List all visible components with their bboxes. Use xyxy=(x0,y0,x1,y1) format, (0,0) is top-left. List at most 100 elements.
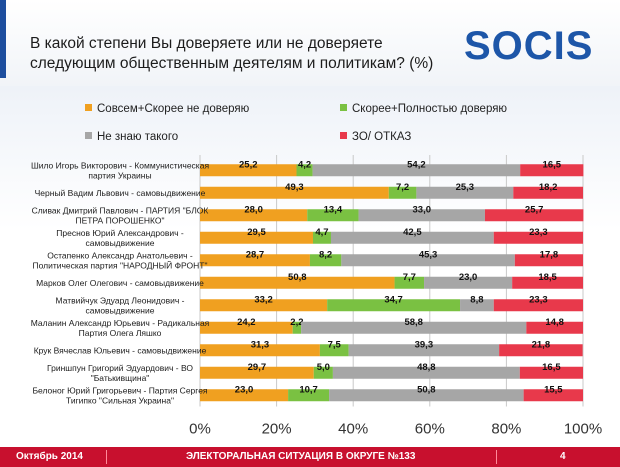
data-label: 48,8 xyxy=(417,362,436,373)
bar-segment xyxy=(319,344,349,357)
data-label: 8,2 xyxy=(319,249,332,260)
bar-segment xyxy=(358,209,485,222)
socis-logo: SOCIS xyxy=(464,22,614,70)
chart-x-ticks: 0% 20% 40% 60% 80% 100% xyxy=(189,421,602,438)
category-label: Матвийчук Эдуард Леонидович - xyxy=(56,295,185,305)
footer-date: Октябрь 2014 xyxy=(16,451,83,462)
bar-segment xyxy=(200,231,313,244)
data-label: 5,0 xyxy=(317,362,330,373)
bar-segment xyxy=(200,276,395,289)
legend-swatch-1 xyxy=(85,104,92,111)
category-label: Остапенко Александр Анатольевич - xyxy=(47,250,193,260)
data-label: 49,3 xyxy=(285,182,304,193)
category-label: Политическая партия "НАРОДНЫЙ ФРОНТ" xyxy=(32,259,207,270)
bar-segment xyxy=(200,164,297,177)
data-label: 16,5 xyxy=(542,362,561,373)
legend-swatch-2 xyxy=(340,104,347,111)
data-label: 29,7 xyxy=(248,362,267,373)
data-label: 4,7 xyxy=(315,227,328,238)
data-label: 42,5 xyxy=(403,227,422,238)
bar-segment xyxy=(341,254,515,267)
bar-segment xyxy=(460,299,494,312)
bar-segment xyxy=(484,209,584,222)
bar-segment xyxy=(307,209,359,222)
data-label: 17,8 xyxy=(540,249,559,260)
chart-legend: Совсем+Скорее не доверяю Скорее+Полностью… xyxy=(85,103,507,143)
data-label: 28,0 xyxy=(244,204,263,215)
bar-segment xyxy=(312,164,521,177)
bar-segment xyxy=(493,299,583,312)
legend-label-4: ЗО/ ОТКАЗ xyxy=(352,131,411,143)
data-label: 54,2 xyxy=(407,159,426,170)
legend-label-2: Скорее+Полностью доверяю xyxy=(352,103,507,115)
header-bar: В какой степени Вы доверяете или не дове… xyxy=(0,0,620,86)
bar-segment xyxy=(526,321,583,334)
data-label: 31,3 xyxy=(251,339,270,350)
data-label: 24,2 xyxy=(237,317,256,328)
bar-segment xyxy=(312,231,331,244)
bar-segment xyxy=(288,389,330,402)
bar-segment xyxy=(394,276,425,289)
bar-segment xyxy=(329,389,524,402)
bar-segment xyxy=(519,366,583,379)
category-label: Черный Вадим Львович - самовыдвижение xyxy=(35,188,206,198)
category-label: Белоног Юрий Григорьевич - Партия Сергея xyxy=(32,385,207,395)
x-tick-label: 60% xyxy=(415,421,445,438)
data-label: 7,7 xyxy=(403,272,416,283)
bar-segment xyxy=(292,321,302,334)
data-label: 39,3 xyxy=(415,339,434,350)
footer-title: ЭЛЕКТОРАЛЬНАЯ СИТУАЦИЯ В ОКРУГЕ №133 xyxy=(186,451,416,462)
logo-text: SOCIS xyxy=(464,24,594,68)
data-label: 28,7 xyxy=(246,249,265,260)
data-label: 14,8 xyxy=(545,317,564,328)
legend-swatch-4 xyxy=(340,132,347,139)
category-label: Гриншпун Григорий Эдуардович - ВО xyxy=(47,363,193,373)
bar-segment xyxy=(499,344,583,357)
legend-swatch-3 xyxy=(85,132,92,139)
category-label: Марков Олег Олегович - самовыдвижение xyxy=(36,278,204,288)
data-label: 34,7 xyxy=(384,294,403,305)
bar-segment xyxy=(416,186,514,199)
page-number: 4 xyxy=(560,451,566,462)
data-label: 2,2 xyxy=(290,317,303,328)
data-label: 25,2 xyxy=(239,159,258,170)
bar-segment xyxy=(200,186,389,199)
footer-divider xyxy=(106,450,107,464)
bar-segment xyxy=(520,164,584,177)
footer-divider xyxy=(496,450,497,464)
page-title: В какой степени Вы доверяете или не дове… xyxy=(30,34,460,74)
bar-segment xyxy=(200,366,314,379)
category-label: Преснов Юрий Александрович - xyxy=(56,228,184,238)
data-label: 50,8 xyxy=(288,272,307,283)
bar-segment xyxy=(493,231,583,244)
category-label: Тигипко "Сильная Украина" xyxy=(66,395,174,405)
data-label: 13,4 xyxy=(324,204,343,215)
data-label: 45,3 xyxy=(419,249,438,260)
bar-segment xyxy=(424,276,513,289)
data-label: 18,2 xyxy=(539,182,558,193)
category-label: Сливак Дмитрий Павлович - ПАРТИЯ "БЛОК xyxy=(32,205,209,215)
x-tick-label: 80% xyxy=(491,421,521,438)
bar-segment xyxy=(313,366,333,379)
x-tick-label: 0% xyxy=(189,421,211,438)
data-label: 23,3 xyxy=(529,227,548,238)
page-title-line-2: следующим общественным деятелям и полити… xyxy=(30,55,434,72)
category-label: партия Украины xyxy=(88,170,151,180)
data-label: 25,7 xyxy=(525,204,544,215)
data-label: 18,5 xyxy=(538,272,557,283)
data-label: 10,7 xyxy=(299,384,318,395)
header-accent-line xyxy=(0,0,6,78)
bar-segment xyxy=(512,276,583,289)
bar-segment xyxy=(200,389,289,402)
category-label: Крук Вячеслав Юльевич - самовыдвижение xyxy=(34,345,207,355)
bar-segment xyxy=(514,254,583,267)
bar-segment xyxy=(200,209,308,222)
category-label: Партия Олега Ляшко xyxy=(79,328,162,338)
data-label: 50,8 xyxy=(417,384,436,395)
data-label: 7,2 xyxy=(396,182,409,193)
category-label: самовыдвижение xyxy=(86,305,155,315)
data-label: 23,0 xyxy=(235,384,254,395)
x-tick-label: 40% xyxy=(338,421,368,438)
bar-segment xyxy=(200,321,293,334)
data-label: 15,5 xyxy=(544,384,563,395)
